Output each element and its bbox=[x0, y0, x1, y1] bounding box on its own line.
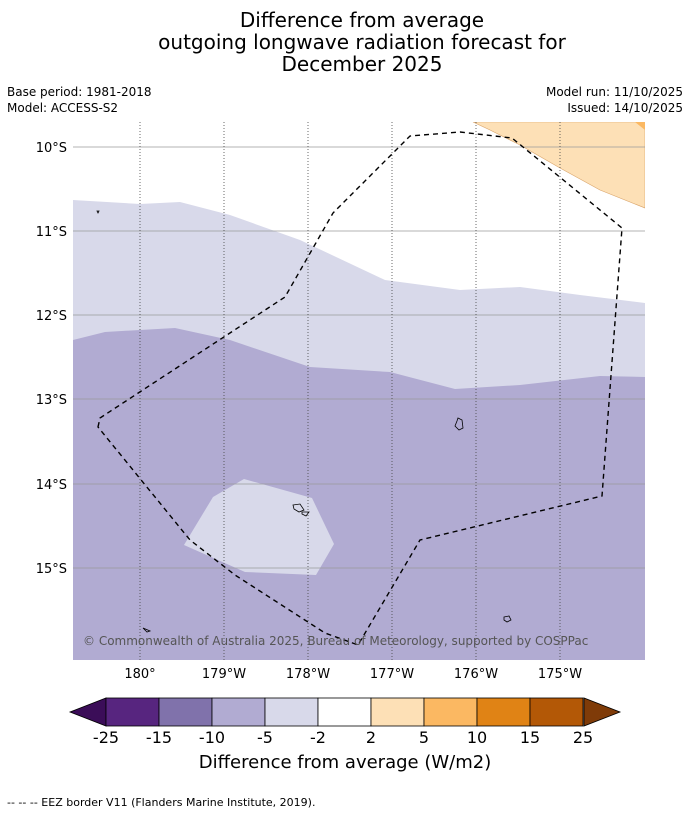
lon-label-176w: 176°W bbox=[454, 667, 498, 682]
model-run-text: Model run: 11/10/2025 bbox=[545, 85, 683, 99]
colorbar-segment bbox=[476, 697, 531, 727]
lon-labels: 180° 179°W 178°W 177°W 176°W 175°W bbox=[124, 667, 582, 682]
colorbar-segment bbox=[529, 697, 584, 727]
colorbar-tick-label: 25 bbox=[572, 728, 594, 747]
colorbar-tick-label: 15 bbox=[519, 728, 541, 747]
lon-label-180: 180° bbox=[124, 667, 155, 682]
eez-border bbox=[97, 131, 623, 646]
colorbar-extend-low bbox=[68, 697, 107, 727]
lat-label-13s: 13°S bbox=[36, 393, 67, 408]
meta-left: Base period: 1981-2018 Model: ACCESS-S2 bbox=[7, 84, 152, 116]
title-line-1: Difference from average bbox=[239, 8, 485, 32]
map-panel: © Commonwealth of Australia 2025, Bureau… bbox=[73, 122, 645, 660]
colorbar-segment bbox=[370, 697, 425, 727]
lon-label-177w: 177°W bbox=[370, 667, 414, 682]
lat-labels: 10°S 11°S 12°S 13°S 14°S 15°S bbox=[36, 141, 67, 577]
title-line-2: outgoing longwave radiation forecast for bbox=[158, 30, 566, 54]
lon-label-175w: 175°W bbox=[538, 667, 582, 682]
base-period-text: Base period: 1981-2018 bbox=[7, 85, 152, 99]
issued-text: Issued: 14/10/2025 bbox=[567, 101, 683, 115]
title-line-3: December 2025 bbox=[281, 52, 443, 76]
meta-right: Model run: 11/10/2025 Issued: 14/10/2025 bbox=[546, 84, 683, 116]
island-futuna bbox=[292, 503, 310, 517]
colorbar-tick-label: -25 bbox=[92, 728, 120, 747]
lat-gridlines bbox=[73, 146, 645, 569]
colorbar-extend-high bbox=[583, 697, 622, 727]
colorbar-title: Difference from average (W/m2) bbox=[198, 752, 492, 773]
lon-label-178w: 178°W bbox=[286, 667, 330, 682]
colorbar-segment bbox=[158, 697, 213, 727]
island-south-west bbox=[142, 627, 152, 633]
lat-label-11s: 11°S bbox=[36, 225, 67, 240]
colorbar-segment bbox=[423, 697, 478, 727]
colorbar-segment bbox=[317, 697, 372, 727]
anomaly-patch-light bbox=[184, 479, 334, 575]
colorbar-segment bbox=[105, 697, 160, 727]
colorbar-tick-label: 10 bbox=[466, 728, 488, 747]
island-north-west bbox=[96, 210, 100, 214]
lat-label-14s: 14°S bbox=[36, 478, 67, 493]
colorbar bbox=[68, 697, 622, 727]
colorbar-segments bbox=[105, 697, 584, 727]
lat-label-10s: 10°S bbox=[36, 141, 67, 156]
colorbar-tick-label: 2 bbox=[365, 728, 377, 747]
colorbar-segment bbox=[264, 697, 319, 727]
colorbar-tick-label: 5 bbox=[418, 728, 430, 747]
copyright-text: © Commonwealth of Australia 2025, Bureau… bbox=[83, 634, 588, 648]
colorbar-tick-label: -10 bbox=[198, 728, 226, 747]
lat-label-12s: 12°S bbox=[36, 309, 67, 324]
island-wallis bbox=[454, 417, 464, 431]
colorbar-tick-label: -5 bbox=[257, 728, 273, 747]
model-text: Model: ACCESS-S2 bbox=[7, 101, 119, 115]
lon-label-179w: 179°W bbox=[202, 667, 246, 682]
lat-label-15s: 15°S bbox=[36, 562, 67, 577]
anomaly-region-purple bbox=[73, 328, 645, 660]
colorbar-tick-label: -15 bbox=[145, 728, 173, 747]
map-title: Difference from average outgoing longwav… bbox=[0, 9, 690, 75]
island-south-east bbox=[503, 615, 512, 623]
colorbar-segment bbox=[211, 697, 266, 727]
anomaly-region-orange bbox=[635, 122, 645, 130]
anomaly-region-orange-light bbox=[472, 122, 645, 209]
eez-legend: -- -- -- EEZ border V11 (Flanders Marine… bbox=[7, 796, 316, 809]
colorbar-tick-label: -2 bbox=[310, 728, 326, 747]
